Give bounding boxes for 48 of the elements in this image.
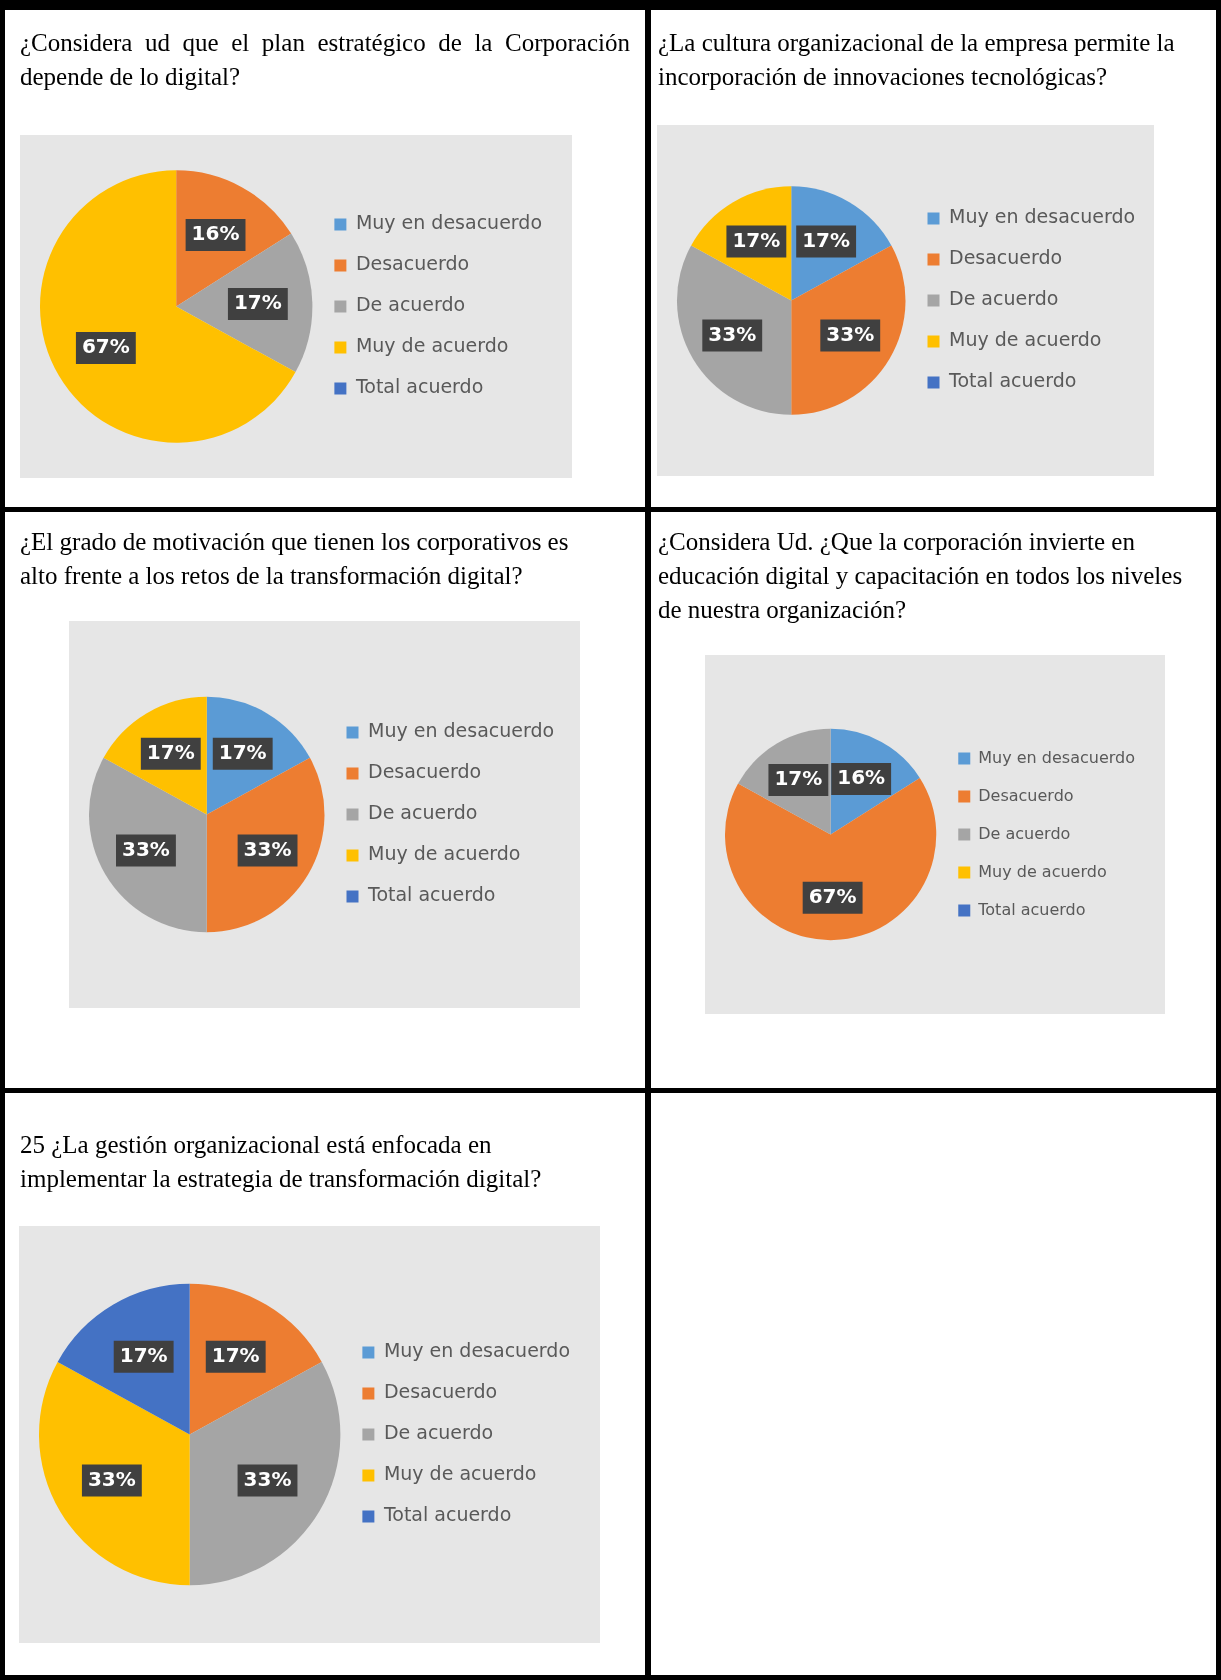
legend-label: Total acuerdo xyxy=(367,883,496,906)
data-label: 17% xyxy=(732,227,781,252)
legend-label: Desacuerdo xyxy=(949,246,1063,269)
chart-title: ¿El grado de motivación que tienen los corporativos es alto frente a los retos de la transformación digital? xyxy=(20,527,570,591)
legend-label: Desacuerdo xyxy=(383,1380,498,1403)
data-label: 33% xyxy=(708,321,757,346)
legend-label: De acuerdo xyxy=(949,287,1059,310)
data-label: 17% xyxy=(802,227,851,252)
data-label: 67% xyxy=(808,884,857,909)
legend-label: Muy de acuerdo xyxy=(978,861,1107,881)
legend-label: Muy en desacuerdo xyxy=(355,211,542,234)
legend-label: Muy en desacuerdo xyxy=(368,719,555,742)
data-label: 17% xyxy=(146,739,195,764)
data-label: 33% xyxy=(826,321,875,346)
data-label: 67% xyxy=(81,334,130,359)
data-label: 33% xyxy=(87,1466,136,1491)
chart-title: 25 ¿La gestión organizacional está enfocada en implementar la estrategia de transformación digital? xyxy=(20,1130,543,1194)
data-label: 17% xyxy=(233,290,282,315)
legend-label: Muy en desacuerdo xyxy=(978,747,1135,767)
legend-label: Muy de acuerdo xyxy=(949,328,1102,351)
data-label: 16% xyxy=(191,221,240,246)
legend-label: De acuerdo xyxy=(383,1421,494,1444)
chart-title: ¿Considera ud que el plan estratégico de la Corporación depende de lo digital? xyxy=(20,28,630,92)
legend-label: De acuerdo xyxy=(978,823,1071,843)
legend-label: Total acuerdo xyxy=(948,369,1077,392)
data-label: 16% xyxy=(837,765,886,790)
legend-label: Desacuerdo xyxy=(978,785,1074,805)
data-label: 17% xyxy=(119,1342,168,1367)
legend-label: De acuerdo xyxy=(368,801,478,824)
data-label: 17% xyxy=(774,766,823,791)
legend-label: Total acuerdo xyxy=(354,375,484,398)
legend-label: Desacuerdo xyxy=(355,252,470,275)
legend-label: Muy en desacuerdo xyxy=(949,205,1136,228)
chart-title: ¿La cultura organizacional de la empresa permite la incorporación de innovaciones tecnológicas? xyxy=(658,28,1176,92)
legend-label: Desacuerdo xyxy=(368,760,482,783)
chart-title: ¿Considera Ud. ¿Que la corporación invierte en educación digital y capacitación en todos los niveles de nuestra organización? xyxy=(658,527,1184,625)
data-label: 17% xyxy=(211,1342,260,1367)
legend-label: Muy de acuerdo xyxy=(383,1462,537,1485)
legend-label: Total acuerdo xyxy=(977,899,1086,919)
legend-label: Total acuerdo xyxy=(382,1503,512,1526)
data-label: 33% xyxy=(243,836,292,861)
data-label: 17% xyxy=(218,739,267,764)
legend-label: Muy de acuerdo xyxy=(368,842,521,865)
data-label: 33% xyxy=(122,836,170,861)
legend-label: Muy en desacuerdo xyxy=(383,1339,570,1362)
data-label: 33% xyxy=(243,1466,292,1491)
legend-label: Muy de acuerdo xyxy=(355,334,509,357)
legend-label: De acuerdo xyxy=(355,293,466,316)
